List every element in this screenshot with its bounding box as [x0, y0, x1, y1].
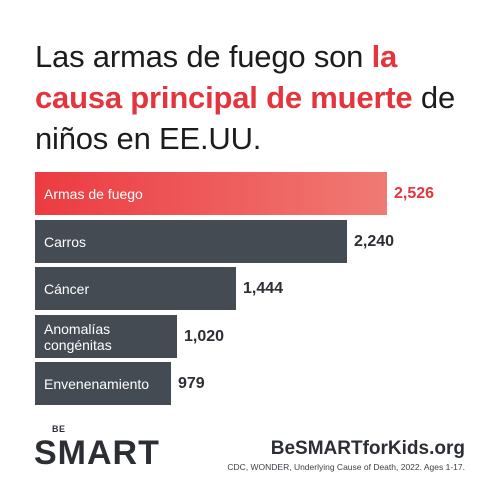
bar-3 — [35, 315, 177, 358]
logo-be-text: BE — [52, 424, 66, 434]
bar-0 — [35, 172, 387, 215]
logo-smart-text: SMART — [34, 434, 160, 472]
headline-part1: Las armas de fuego son — [35, 39, 372, 74]
bar-value-1: 2,240 — [354, 233, 395, 250]
bar-value-2: 1,444 — [243, 280, 284, 297]
besmart-logo: BE SMART — [34, 424, 159, 476]
bar-label-4: Envenenamiento — [44, 376, 150, 392]
bar-value-0: 2,526 — [394, 185, 435, 202]
bar-label-3: Anomalías congénitas — [44, 321, 112, 353]
source-citation: CDC, WONDER, Underlying Cause of Death, … — [227, 462, 465, 472]
headline-part2: de niños en EE.UU. — [35, 80, 455, 156]
bar-value-3: 1,020 — [184, 328, 225, 345]
bar-2 — [35, 267, 236, 310]
bar-label-0: Armas de fuego — [44, 186, 143, 202]
headline: Las armas de fuego son la causa principa… — [35, 36, 475, 159]
bar-label-1: Carros — [44, 234, 87, 250]
bar-label-2: Cáncer — [44, 281, 90, 297]
bar-value-4: 979 — [178, 375, 205, 392]
website-url[interactable]: BeSMARTforKids.org — [270, 438, 465, 459]
bar-1 — [35, 220, 347, 263]
headline-accent: la causa principal de muerte — [35, 39, 413, 115]
bar-4 — [35, 362, 171, 405]
